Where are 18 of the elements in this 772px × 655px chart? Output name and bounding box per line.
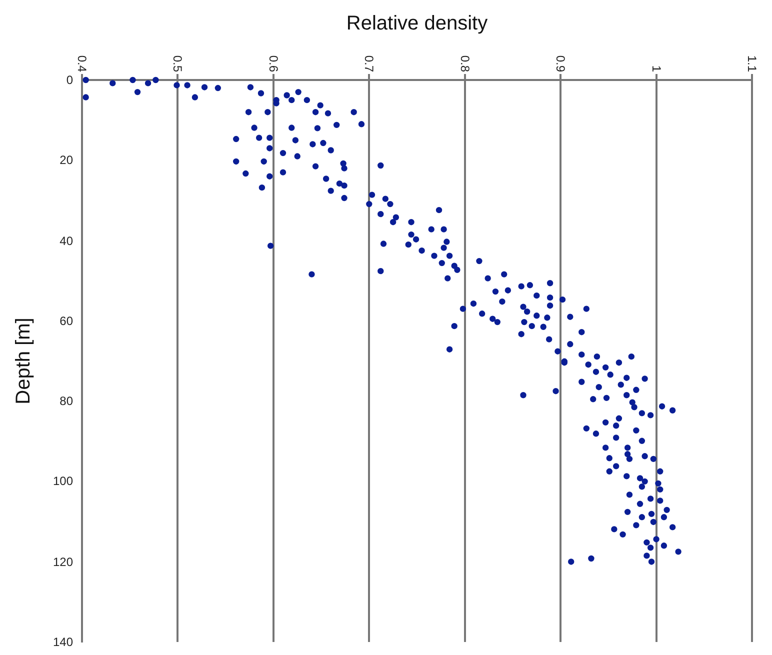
x-tick-label: 0.6 xyxy=(266,55,280,72)
x-tick-label: 1.1 xyxy=(745,55,759,72)
y-tick-label: 60 xyxy=(60,314,73,328)
y-tick-label: 120 xyxy=(52,554,73,569)
y-tick-label: 20 xyxy=(60,153,73,168)
x-axis-title: Relative density xyxy=(346,12,488,35)
x-tick-label: 1 xyxy=(649,65,664,72)
x-tick-label: 0.7 xyxy=(362,55,376,72)
x-tick-label: 0.8 xyxy=(458,55,472,72)
x-tick-label: 0.4 xyxy=(75,55,89,72)
y-tick-label: 40 xyxy=(60,234,73,248)
y-axis-title: Depth [m] xyxy=(12,318,35,404)
y-tick-label: 80 xyxy=(60,394,73,408)
x-tick-label: 0.9 xyxy=(554,55,568,72)
y-tick-label: 0 xyxy=(66,73,73,87)
y-tick-label: 100 xyxy=(52,474,73,488)
x-tick-label: 0.5 xyxy=(170,55,185,72)
y-tick-label: 140 xyxy=(52,635,73,649)
